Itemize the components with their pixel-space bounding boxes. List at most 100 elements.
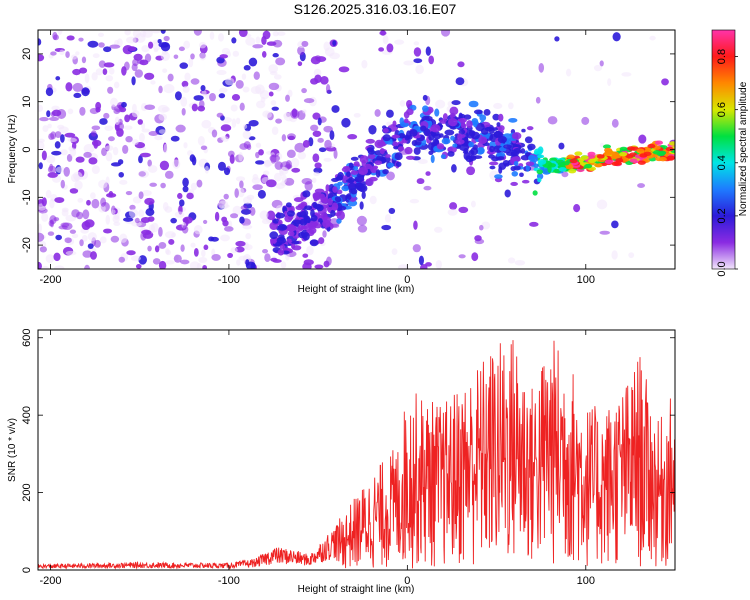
spectrogram-cell [208, 236, 215, 242]
spectrogram-signal-cell [451, 100, 461, 106]
spectrogram-signal-cell [584, 163, 593, 169]
spectrogram-ylabel: Frequency (Hz) [7, 115, 18, 184]
spectrogram-cell [121, 66, 127, 76]
spectrogram-cell [158, 129, 167, 134]
spectrogram-cell [74, 180, 83, 190]
spectrogram-signal-cell [277, 249, 285, 256]
spectrogram-signal-cell [468, 149, 475, 156]
spectrogram-cell [219, 54, 229, 59]
spectrogram-signal-cell [345, 179, 354, 183]
spectrogram-signal-cell [658, 150, 667, 156]
spectrogram-cell [313, 171, 320, 177]
spectrogram-cell [311, 177, 317, 184]
spectrogram-cell [140, 102, 148, 112]
spectrogram-signal-cell [330, 209, 336, 217]
spectrogram-signal-cell [565, 164, 574, 170]
spectrogram-cell [69, 229, 77, 234]
spectrogram-cell [130, 255, 141, 262]
spectrogram-cell [39, 246, 47, 253]
spectrogram-cell [123, 125, 133, 130]
spectrogram-cell [189, 154, 196, 163]
spectrogram-cell [413, 220, 418, 230]
spectrogram-cell [148, 41, 154, 49]
spectrogram-cell [86, 199, 91, 206]
spectrogram-cell [231, 93, 241, 101]
y-tick-label: 400 [21, 406, 33, 424]
spectrogram-cell [423, 185, 432, 191]
spectrogram-signal-cell [337, 174, 344, 181]
spectrogram-signal-cell [468, 154, 477, 161]
spectrogram-signal-cell [466, 120, 473, 129]
spectrogram-cell [220, 136, 226, 141]
spectrogram-signal-cell [615, 158, 624, 163]
spectrogram-signal-cell [327, 197, 333, 206]
spectrogram-signal-cell [458, 113, 466, 119]
spectrogram-cell [92, 53, 100, 59]
spectrogram-cell [193, 95, 204, 101]
spectrogram-signal-cell [447, 147, 453, 153]
spectrogram-signal-cell [636, 148, 645, 153]
spectrogram-signal-cell [478, 136, 488, 145]
spectrogram-cell [329, 130, 335, 141]
spectrogram-cell [183, 142, 188, 149]
spectrogram-cell [235, 80, 244, 89]
spectrogram-cell [118, 256, 126, 263]
spectrogram-cell [324, 47, 335, 57]
spectrogram-signal-cell [594, 163, 603, 168]
spectrogram-cell [152, 39, 160, 45]
spectrogram-signal-cell [461, 123, 467, 129]
spectrogram-cell [374, 109, 381, 117]
spectrogram-cell [273, 74, 282, 80]
spectrogram-cell [417, 158, 428, 165]
spectrogram-signal-cell [458, 129, 466, 135]
spectrogram-signal-cell [346, 194, 352, 200]
spectrogram-cell [131, 76, 136, 86]
spectrogram-cell [596, 199, 608, 210]
spectrogram-cell [54, 197, 65, 203]
x-tick-label: 100 [577, 575, 595, 587]
spectrogram-cell [81, 87, 90, 97]
spectrogram-cell [57, 124, 65, 130]
spectrogram-cell [150, 80, 156, 85]
spectrogram-cell [107, 136, 115, 142]
spectrogram-signal-cell [629, 158, 638, 163]
spectrogram-cell [243, 65, 251, 71]
spectrogram-cell [121, 101, 127, 108]
spectrogram-cell [306, 245, 314, 256]
spectrogram-signal-cell [368, 176, 378, 182]
spectrogram-cell [198, 100, 205, 109]
spectrogram-signal-cell [423, 128, 431, 137]
spectrogram-signal-cell [348, 162, 354, 169]
spectrogram-cell [60, 134, 65, 143]
spectrogram-signal-cell [488, 161, 499, 166]
spectrogram-cell [314, 162, 322, 169]
spectrogram-signal-cell [367, 153, 377, 160]
spectrogram-cell [177, 192, 183, 200]
spectrogram-cell [51, 105, 60, 111]
spectrogram-cell [132, 196, 142, 204]
spectrogram-signal-cell [430, 124, 441, 133]
spectrogram-cell [91, 72, 98, 81]
spectrogram-signal-cell [318, 237, 325, 245]
spectrogram-cell [100, 197, 107, 207]
spectrogram-cell [394, 39, 405, 45]
spectrogram-cell [87, 40, 99, 48]
spectrogram-signal-cell [527, 154, 536, 162]
spectrogram-cell [235, 176, 246, 182]
spectrogram-cell [160, 182, 166, 189]
spectrogram-cell [102, 68, 108, 76]
spectrogram-cell [301, 178, 313, 185]
spectrogram-cell [242, 224, 253, 230]
spectrogram-cell [403, 60, 415, 66]
spectrogram-cell [224, 77, 235, 86]
spectrogram-signal-cell [492, 113, 500, 121]
spectrogram-cell [317, 137, 324, 143]
spectrogram-signal-cell [385, 154, 391, 159]
spectrogram-cell [201, 249, 206, 258]
snr-series-line [38, 340, 675, 570]
spectrogram-cell [242, 124, 248, 129]
spectrogram-cell [69, 188, 79, 194]
spectrogram-cell [200, 84, 206, 92]
spectrogram-cell [255, 100, 266, 109]
spectrogram-cell [255, 142, 262, 148]
